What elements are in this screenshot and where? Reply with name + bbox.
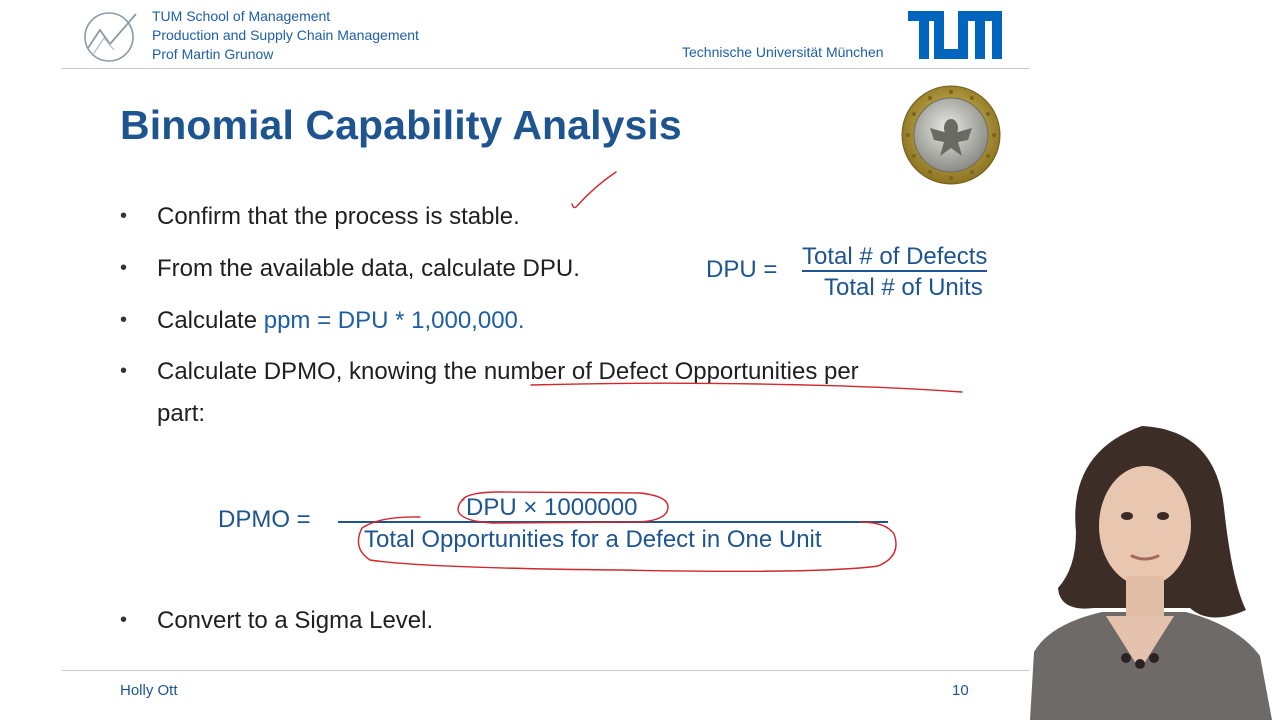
bullet-marker: • (120, 205, 128, 227)
institution-line-chair: Production and Supply Chain Management (152, 27, 419, 43)
dpu-formula-numerator: Total # of Defects (802, 243, 988, 272)
bullet-calculate-ppm: Calculate ppm = DPU * 1,000,000. (157, 307, 525, 335)
bullet-marker: • (120, 360, 128, 382)
bullet-calculate-dpu: From the available data, calculate DPU. (157, 255, 580, 282)
institution-line-professor: Prof Martin Grunow (152, 46, 274, 62)
bullet-marker: • (120, 257, 128, 279)
institution-line-school: TUM School of Management (152, 8, 331, 24)
bullet-calculate-dpmo: Calculate DPMO, knowing the number of De… (157, 358, 859, 385)
institution-block: TUM School of Management Production and … (152, 7, 419, 64)
dpmo-formula-denominator: Total Opportunities for a Defect in One … (364, 526, 822, 553)
bullet-calculate-dpmo-continued: part: (157, 400, 206, 427)
presenter-video-image (1030, 426, 1272, 720)
bullet-confirm-stable: Confirm that the process is stable. (157, 203, 520, 230)
bullet-convert-sigma: Convert to a Sigma Level. (157, 607, 434, 634)
bullet-ppm-prefix: Calculate (157, 307, 264, 334)
dpu-formula-denominator: Total # of Units (824, 274, 983, 301)
dpmo-formula-numerator: DPU × 1000000 (466, 494, 638, 521)
footer-presenter-name: Holly Ott (120, 682, 178, 699)
bullet-ppm-formula: ppm = DPU * 1,000,000. (263, 307, 525, 334)
dpmo-formula-lhs: DPMO = (218, 506, 311, 533)
page-number: 10 (952, 682, 969, 699)
tum-logo-icon (908, 11, 1002, 59)
header-divider (62, 68, 1030, 69)
euro-coin-icon (901, 85, 1001, 185)
slide-title: Binomial Capability Analysis (120, 102, 682, 148)
bullet-marker: • (120, 609, 128, 631)
dpu-formula-lhs: DPU = (706, 256, 778, 283)
checkmark-annotation (571, 171, 617, 209)
bullet-marker: • (120, 309, 128, 331)
university-name: Technische Universität München (682, 44, 884, 60)
tum-school-of-management-logo-icon (84, 12, 137, 62)
footer-divider (62, 670, 1030, 671)
